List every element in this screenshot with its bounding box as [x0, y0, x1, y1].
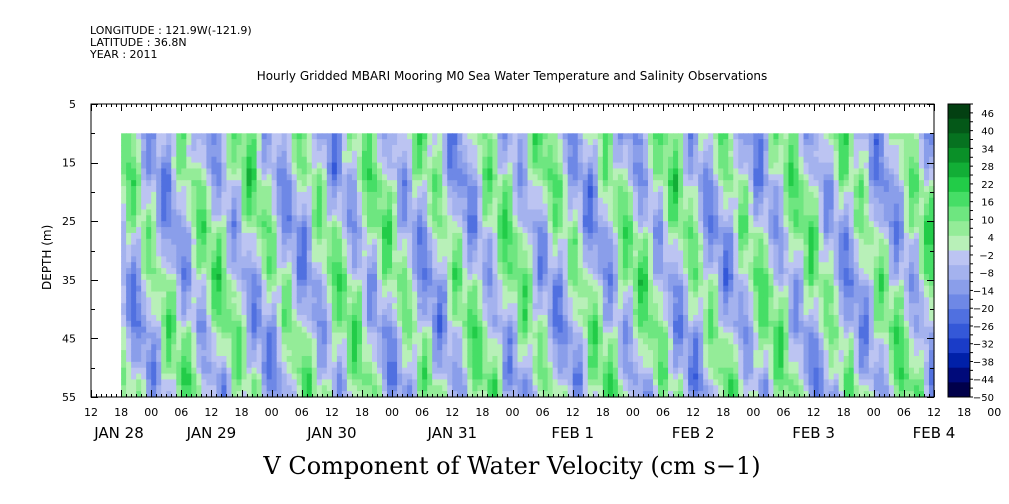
colorbar-swatch — [948, 104, 970, 120]
colorbar-swatch — [948, 323, 970, 339]
hour-tick-label: 18 — [235, 406, 249, 419]
colorbar-swatch — [948, 177, 970, 193]
day-tick-label: JAN 31 — [427, 424, 478, 442]
colorbar-label: 4 — [988, 233, 994, 244]
colorbar-label: −44 — [973, 375, 994, 386]
hour-tick-label: 00 — [385, 406, 399, 419]
hour-tick-label: 06 — [656, 406, 670, 419]
colorbar-label: 40 — [981, 127, 994, 138]
depth-tick-label: 35 — [62, 274, 76, 287]
latitude-label: LATITUDE : 36.8N — [90, 36, 187, 49]
hour-tick-label: 12 — [445, 406, 459, 419]
colorbar-swatch — [948, 133, 970, 149]
colorbar-swatch — [948, 338, 970, 354]
hour-tick-label: 12 — [566, 406, 580, 419]
hour-tick-label: 12 — [807, 406, 821, 419]
colorbar — [948, 104, 970, 398]
hour-tick-label: 12 — [204, 406, 218, 419]
colorbar-swatch — [948, 309, 970, 325]
hour-tick-label: 18 — [114, 406, 128, 419]
hour-tick-label: 12 — [927, 406, 941, 419]
colorbar-label: 34 — [981, 144, 994, 155]
colorbar-swatch — [948, 162, 970, 178]
colorbar-swatch — [948, 206, 970, 222]
day-tick-label: JAN 29 — [186, 424, 237, 442]
colorbar-label: 46 — [981, 109, 994, 120]
day-tick-label: JAN 30 — [306, 424, 357, 442]
hour-tick-label: 06 — [536, 406, 550, 419]
colorbar-label: 28 — [981, 162, 994, 173]
hour-tick-label: 12 — [84, 406, 98, 419]
day-tick-label: FEB 2 — [672, 424, 715, 442]
colorbar-swatch — [948, 279, 970, 295]
depth-tick-label: 15 — [62, 157, 76, 170]
colorbar-frame — [947, 103, 971, 398]
colorbar-label: −8 — [979, 269, 994, 280]
hour-tick-label: 00 — [987, 406, 1001, 419]
day-tick-label: FEB 4 — [913, 424, 956, 442]
hour-tick-label: 06 — [776, 406, 790, 419]
hour-tick-label: 18 — [596, 406, 610, 419]
chart-subtitle: V Component of Water Velocity (cm s−1) — [263, 452, 761, 480]
hour-tick-label: 06 — [174, 406, 188, 419]
colorbar-label: −20 — [973, 304, 994, 315]
colorbar-label: −14 — [973, 287, 994, 298]
longitude-label: LONGITUDE : 121.9W(-121.9) — [90, 24, 252, 37]
hour-tick-label: 18 — [716, 406, 730, 419]
hour-tick-label: 18 — [475, 406, 489, 419]
colorbar-label: 10 — [981, 215, 994, 226]
hour-tick-label: 00 — [144, 406, 158, 419]
hour-tick-label: 00 — [867, 406, 881, 419]
heatmap-field — [121, 133, 935, 398]
plot-frame — [90, 103, 935, 398]
depth-ticks — [91, 104, 934, 398]
hour-tick-label: 00 — [746, 406, 760, 419]
hour-tick-label: 18 — [355, 406, 369, 419]
colorbar-swatch — [948, 250, 970, 266]
colorbar-swatch — [948, 118, 970, 134]
year-label: YEAR : 2011 — [90, 48, 158, 61]
hour-tick-label: 06 — [897, 406, 911, 419]
colorbar-swatch — [948, 235, 970, 251]
hour-tick-label: 12 — [325, 406, 339, 419]
hour-tick-label: 00 — [626, 406, 640, 419]
day-tick-label: FEB 3 — [792, 424, 835, 442]
colorbar-swatch — [948, 265, 970, 281]
colorbar-label: −26 — [973, 322, 994, 333]
colorbar-label: −50 — [973, 393, 994, 404]
colorbar-label: −38 — [973, 358, 994, 369]
depth-tick-label: 5 — [69, 98, 76, 111]
hour-tick-label: 00 — [506, 406, 520, 419]
colorbar-swatch — [948, 367, 970, 383]
colorbar-label: 22 — [981, 180, 994, 191]
hour-tick-label: 18 — [957, 406, 971, 419]
colorbar-label: −2 — [979, 251, 994, 262]
day-tick-label: JAN 28 — [93, 424, 144, 442]
colorbar-swatch — [948, 353, 970, 369]
colorbar-label: −32 — [973, 340, 994, 351]
colorbar-label: 16 — [981, 198, 994, 209]
colorbar-swatch — [948, 191, 970, 208]
hour-tick-label: 12 — [686, 406, 700, 419]
hour-minor-ticks — [91, 104, 935, 397]
hour-tick-label: 06 — [415, 406, 429, 419]
colorbar-swatch — [948, 294, 970, 310]
hour-tick-label: 06 — [295, 406, 309, 419]
hour-tick-label: 18 — [837, 406, 851, 419]
chart-title: Hourly Gridded MBARI Mooring M0 Sea Wate… — [256, 69, 768, 83]
depth-tick-label: 45 — [62, 332, 76, 345]
colorbar-swatch — [948, 382, 970, 398]
hour-tick-label: 00 — [265, 406, 279, 419]
colorbar-swatch — [948, 147, 970, 164]
depth-tick-label: 25 — [62, 215, 76, 228]
colorbar-swatch — [948, 221, 970, 237]
day-tick-label: FEB 1 — [551, 424, 594, 442]
depth-tick-label: 55 — [62, 391, 76, 404]
